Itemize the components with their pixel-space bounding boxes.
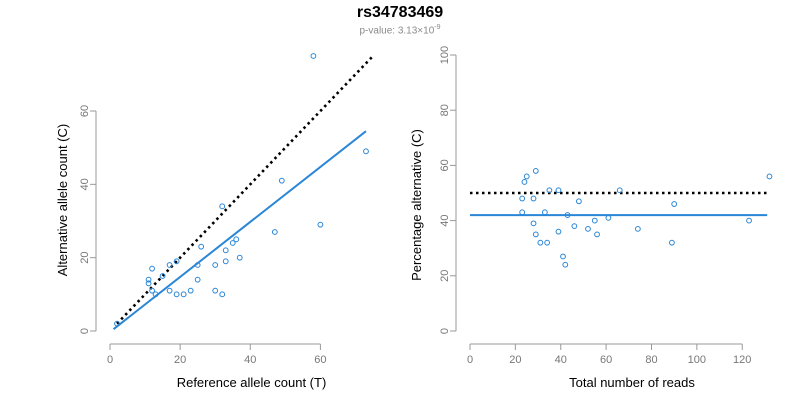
data-point — [766, 173, 773, 180]
data-point — [530, 220, 537, 227]
data-point — [149, 265, 155, 272]
data-point — [591, 217, 598, 224]
p-value-label: p-value: 3.13×10 — [359, 25, 435, 37]
data-point — [180, 291, 187, 298]
x-axis-title: Total number of reads — [569, 375, 695, 390]
x-tick-label: 80 — [645, 354, 657, 366]
data-point — [212, 287, 219, 294]
y-tick-label: 100 — [439, 46, 451, 64]
data-point — [222, 247, 229, 254]
data-point — [564, 212, 571, 218]
data-point — [149, 287, 155, 294]
data-point — [173, 291, 180, 298]
data-point — [519, 209, 526, 216]
data-point — [194, 262, 201, 268]
data-point — [278, 177, 285, 184]
data-point — [521, 179, 528, 185]
right-scatter-panel: 0 20 40 60 80 100 120 0 20 40 60 80 100 Total number … — [409, 46, 773, 390]
data-point — [198, 243, 205, 250]
y-tick-label: 60 — [439, 159, 451, 171]
y-tick-label: 40 — [439, 214, 451, 226]
data-point — [236, 254, 243, 261]
x-tick-label: 40 — [555, 354, 567, 366]
data-point — [634, 225, 641, 232]
data-point — [746, 217, 752, 224]
x-tick-label: 40 — [244, 354, 256, 366]
data-point — [537, 239, 544, 246]
y-tick-label: 0 — [79, 328, 91, 334]
chart-title: rs34783469 — [356, 4, 444, 21]
x-tick-label: 20 — [509, 354, 521, 366]
data-point — [544, 239, 551, 246]
data-point — [233, 236, 240, 243]
chart-subtitle: p-value: 3.13×10-9 — [0, 24, 800, 36]
data-point — [541, 209, 548, 216]
x-tick-label: 120 — [733, 354, 751, 366]
data-point — [166, 262, 173, 268]
data-point — [317, 221, 324, 228]
data-point — [605, 214, 612, 221]
x-axis-title: Reference allele count (T) — [177, 375, 327, 390]
data-point — [310, 53, 317, 59]
data-point — [669, 239, 675, 246]
data-point — [555, 187, 562, 194]
data-point — [152, 291, 159, 298]
data-point — [222, 258, 229, 265]
x-tick-label: 20 — [174, 354, 186, 366]
reference-dotted-line — [116, 55, 374, 325]
data-point — [616, 187, 623, 194]
data-point — [546, 187, 553, 194]
y-tick-label: 20 — [79, 252, 91, 264]
data-point — [594, 231, 600, 238]
fit-line — [112, 130, 367, 330]
left-scatter-panel: 0 20 40 60 0 20 40 60 Reference allele count (T)… — [55, 53, 374, 390]
data-point — [523, 173, 530, 180]
p-value-exponent: -9 — [434, 24, 441, 31]
data-point — [560, 253, 566, 260]
data-point — [212, 262, 219, 268]
x-tick-label: 60 — [600, 354, 612, 366]
data-point — [575, 198, 582, 205]
data-point — [194, 276, 201, 283]
data-point — [145, 276, 152, 283]
data-point — [363, 148, 369, 155]
y-tick-label: 0 — [439, 328, 451, 334]
y-axis-title: Percentage alternative (C) — [409, 129, 424, 281]
y-tick-label: 60 — [79, 105, 91, 117]
data-point — [159, 273, 166, 279]
x-tick-label: 0 — [467, 354, 473, 366]
y-tick-label: 80 — [439, 104, 451, 116]
y-axis-title: Alternative allele count (C) — [55, 124, 70, 276]
data-point — [219, 291, 226, 298]
y-tick-label: 20 — [439, 270, 451, 282]
data-point — [555, 228, 562, 235]
data-point — [173, 258, 180, 265]
data-point — [562, 261, 569, 268]
data-point — [166, 287, 173, 294]
data-point — [219, 203, 226, 210]
data-point — [114, 320, 120, 327]
x-tick-label: 60 — [314, 354, 326, 366]
data-point — [532, 231, 539, 238]
data-point — [271, 229, 278, 235]
data-point — [585, 225, 591, 232]
data-point — [145, 280, 152, 287]
data-point — [229, 240, 236, 246]
data-point — [532, 168, 539, 174]
data-point — [530, 195, 537, 202]
data-point — [519, 195, 526, 202]
y-tick-label: 40 — [79, 178, 91, 190]
data-point — [571, 223, 578, 230]
x-tick-label: 0 — [107, 354, 113, 366]
data-point — [671, 201, 678, 207]
data-point — [187, 287, 194, 294]
x-tick-label: 100 — [688, 354, 706, 366]
